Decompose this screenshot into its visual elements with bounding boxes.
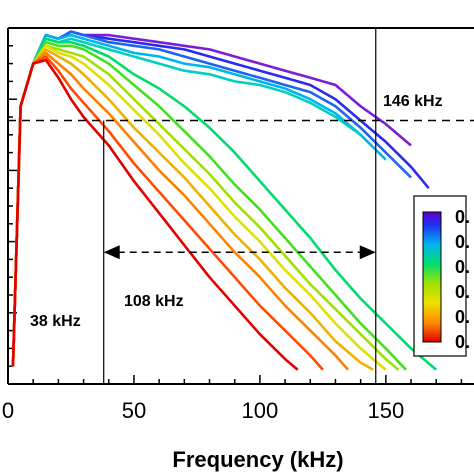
- series-line: [11, 48, 374, 371]
- series-line: [11, 58, 299, 371]
- x-tick-labels: 0 50 100 150: [2, 398, 404, 423]
- x-tick-label: 0: [2, 398, 14, 423]
- x-axis-title: Frequency (kHz): [172, 447, 343, 472]
- x-tick-label: 50: [122, 398, 146, 423]
- colorbar-label-3: 0.: [455, 257, 470, 277]
- colorbar-label-2: 0.: [455, 232, 470, 252]
- series-line: [11, 55, 324, 371]
- annotation-right-frequency: 146 kHz: [383, 93, 443, 110]
- y-ticks: [8, 27, 17, 385]
- x-ticks: [7, 375, 463, 384]
- colorbar-label-1: 0.: [455, 207, 470, 227]
- series-line: [11, 33, 387, 367]
- colorbar-gradient: [422, 211, 442, 343]
- colorbar-label-4: 0.: [455, 282, 470, 302]
- colorbar-label-5: 0.: [455, 307, 470, 327]
- series-line: [11, 51, 350, 371]
- annotation-left-frequency: 38 kHz: [30, 313, 81, 330]
- annotation-bandwidth: 108 kHz: [124, 293, 184, 310]
- bandwidth-arrowhead-right: [359, 245, 376, 260]
- series-line: [11, 40, 407, 371]
- series-lines: [11, 30, 438, 371]
- series-line: [11, 37, 438, 371]
- bandwidth-arrowhead-left: [103, 245, 120, 260]
- colorbar-label-6: 0.: [455, 332, 470, 352]
- x-tick-label: 150: [367, 398, 404, 423]
- colorbar: 0. 0. 0. 0. 0. 0.: [413, 195, 470, 357]
- series-line: [11, 44, 387, 371]
- x-tick-label: 100: [242, 398, 279, 423]
